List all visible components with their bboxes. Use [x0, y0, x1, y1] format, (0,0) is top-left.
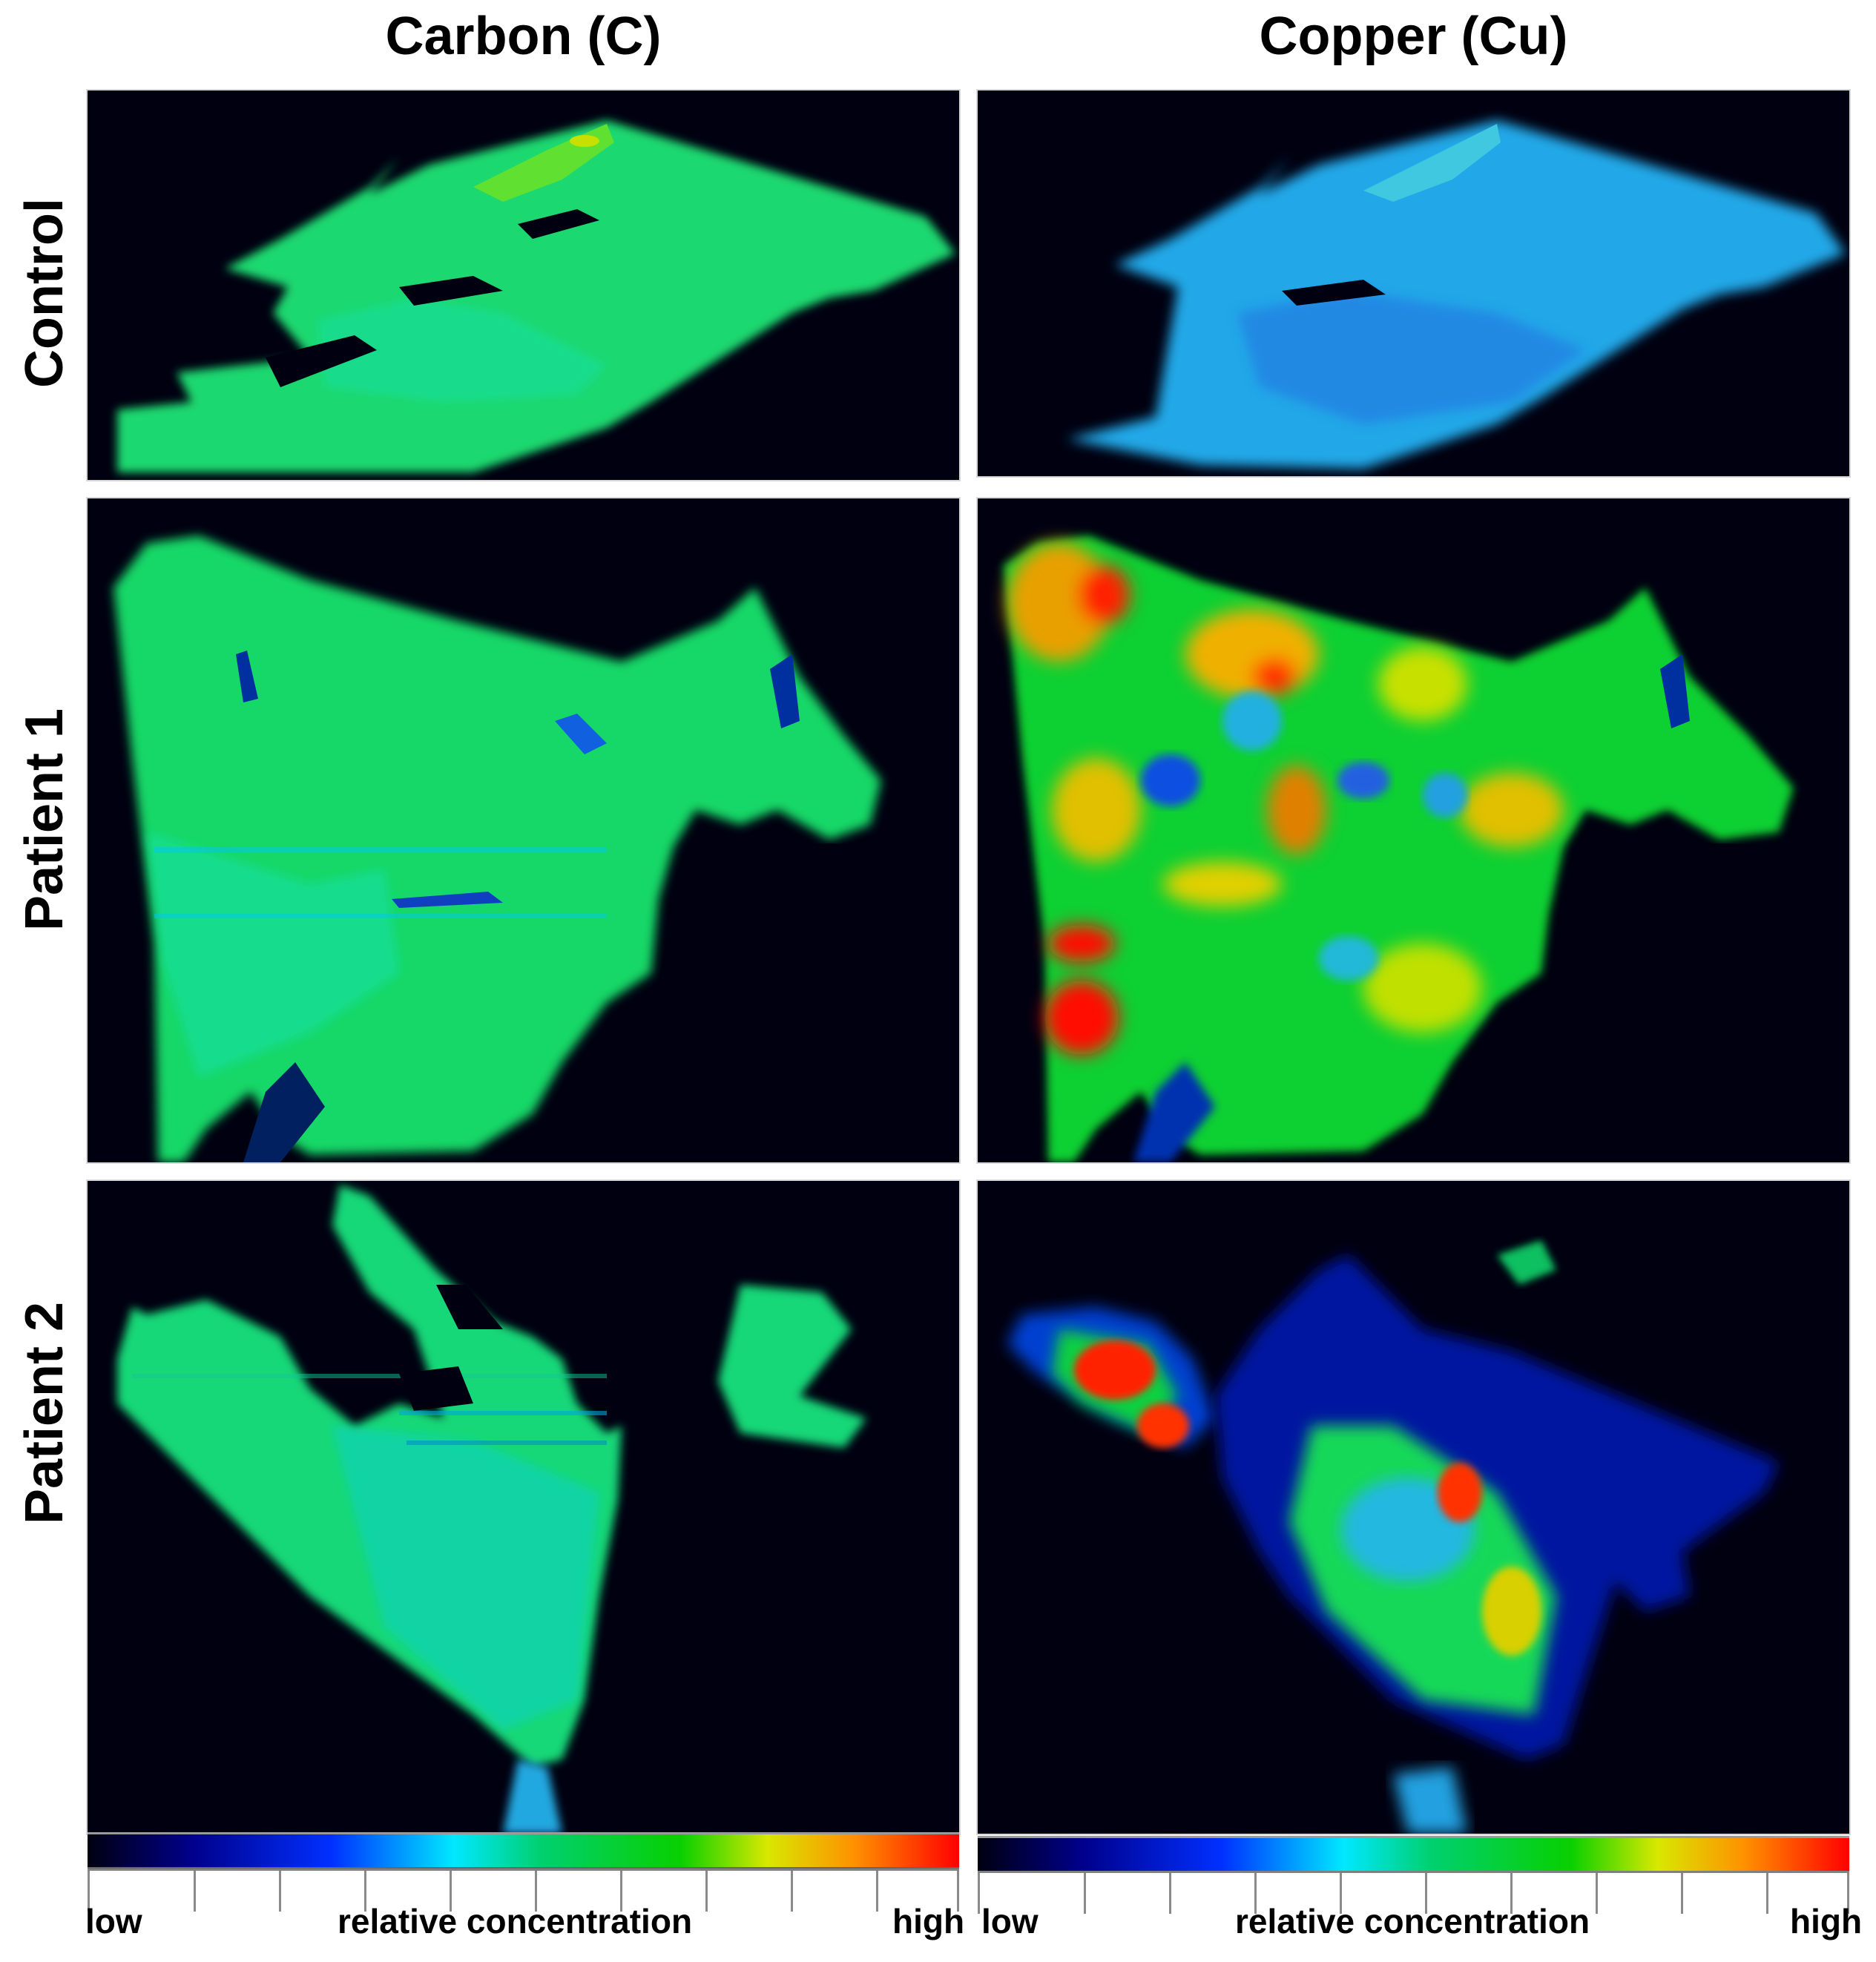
panel-control-carbon: [88, 90, 959, 480]
colorbar-ticks-copper: [978, 1871, 1849, 1917]
copper-map-patient-2: [1007, 1240, 1779, 1834]
carbon-map-control: [117, 120, 955, 473]
colorbar-tick: [1510, 1873, 1513, 1914]
panel-patient-1-copper: [978, 498, 1849, 1162]
colorbar-tick: [279, 1871, 281, 1912]
colorbar-high-label-carbon: high: [892, 1902, 965, 1940]
row-label-patient-2: Patient 2: [15, 1301, 74, 1525]
column-title-copper: Copper (Cu): [1259, 7, 1568, 66]
colorbar-ticks-carbon: [88, 1869, 959, 1915]
panel-control-copper: [978, 90, 1849, 476]
colorbar-tick: [876, 1871, 878, 1912]
colorbar-high-label-copper: high: [1790, 1902, 1863, 1940]
colorbar-title-carbon: relative concentration: [338, 1902, 693, 1940]
row-label-control: Control: [15, 198, 74, 388]
colorbar-tick: [1254, 1873, 1257, 1914]
colorbar-tick: [450, 1871, 452, 1912]
carbon-map-patient-1: [113, 536, 959, 1162]
colorbar-tick: [978, 1873, 980, 1914]
column-title-carbon: Carbon (C): [385, 7, 662, 66]
colorbar-tick: [88, 1871, 90, 1912]
row-label-patient-1: Patient 1: [15, 708, 74, 932]
colorbar-tick: [620, 1871, 622, 1912]
colorbar-tick: [791, 1871, 793, 1912]
colorbar-tick: [1425, 1873, 1427, 1914]
colorbar-tick: [1084, 1873, 1086, 1914]
colorbar-copper: [978, 1836, 1849, 1872]
colorbar-tick: [194, 1871, 196, 1912]
copper-map-control: [1067, 120, 1846, 469]
colorbar-low-label-carbon: low: [85, 1902, 142, 1940]
panel-patient-1-carbon: [88, 498, 959, 1162]
colorbar-tick: [957, 1871, 959, 1912]
carbon-map-patient-2: [117, 1185, 866, 1834]
colorbar-tick: [364, 1871, 366, 1912]
colorbar-tick: [1169, 1873, 1171, 1914]
colorbar-carbon: [88, 1832, 959, 1869]
colorbar-tick: [1681, 1873, 1683, 1914]
colorbar-tick: [535, 1871, 537, 1912]
colorbar-tick: [1847, 1873, 1849, 1914]
panel-patient-2-copper: [978, 1181, 1849, 1834]
colorbar-tick: [705, 1871, 708, 1912]
colorbar-tick: [1596, 1873, 1598, 1914]
panel-patient-2-carbon: [88, 1181, 959, 1834]
colorbar-tick: [1340, 1873, 1342, 1914]
colorbar-tick: [1766, 1873, 1768, 1914]
colorbar-low-label-copper: low: [981, 1902, 1039, 1940]
colorbar-title-copper: relative concentration: [1235, 1902, 1590, 1940]
copper-map-patient-1: [1004, 536, 1849, 1162]
